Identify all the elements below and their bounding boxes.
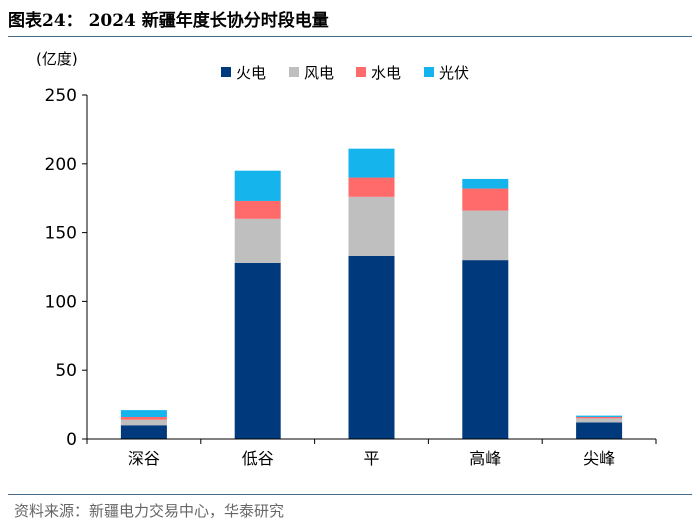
y-axis-label: (亿度) — [36, 50, 78, 68]
bar-2-1 — [120, 419, 167, 426]
legend-label-4: 光伏 — [439, 64, 469, 82]
legend-label-3: 水电 — [371, 64, 401, 82]
bar-2-2 — [234, 218, 281, 263]
y-tick-label: 250 — [45, 86, 77, 106]
bar-1-4 — [462, 260, 509, 439]
legend-swatch-4 — [424, 67, 434, 77]
bar-4-5 — [576, 415, 623, 417]
y-tick-label: 50 — [55, 361, 77, 381]
y-tick-label: 150 — [45, 224, 77, 244]
bar-3-4 — [462, 188, 509, 211]
bar-2-3 — [348, 196, 395, 256]
legend-label-2: 风电 — [304, 64, 334, 82]
source-note: 资料来源：新疆电力交易中心，华泰研究 — [14, 502, 285, 520]
y-axis: 0 50 100 150 200 250 — [45, 86, 88, 450]
bar-3-3 — [348, 177, 395, 197]
bar-1-5 — [576, 422, 623, 439]
bars — [120, 148, 623, 439]
x-tick-label: 深谷 — [128, 449, 160, 468]
bar-4-1 — [120, 410, 167, 417]
legend-swatch-2 — [289, 67, 299, 77]
y-tick-label: 0 — [66, 430, 77, 450]
bar-1-2 — [234, 262, 281, 439]
bar-4-3 — [348, 148, 395, 178]
figure-title: 图表24： 2024 新疆年度长协分时段电量 — [8, 11, 329, 31]
source-rule — [8, 494, 692, 495]
y-tick-label: 200 — [45, 155, 77, 175]
legend: 火电 风电 水电 光伏 — [221, 64, 469, 82]
x-tick-label: 平 — [363, 449, 379, 468]
x-tick-label: 尖峰 — [583, 449, 615, 468]
bar-3-1 — [120, 416, 167, 420]
bar-4-2 — [234, 170, 281, 201]
x-axis: 深谷 低谷 平 高峰 尖峰 — [86, 438, 657, 468]
legend-swatch-1 — [221, 67, 231, 77]
bar-1-1 — [120, 425, 167, 439]
bar-4-4 — [462, 178, 509, 189]
bar-2-4 — [462, 210, 509, 261]
x-tick-label: 高峰 — [469, 449, 501, 468]
legend-swatch-3 — [356, 67, 366, 77]
y-tick-label: 100 — [45, 292, 77, 312]
bar-3-5 — [576, 416, 623, 419]
x-tick-label: 低谷 — [242, 449, 274, 468]
bar-2-5 — [576, 418, 623, 423]
title-rule — [8, 36, 692, 37]
bar-3-2 — [234, 200, 281, 219]
legend-label-1: 火电 — [236, 64, 266, 82]
bar-1-3 — [348, 255, 395, 439]
